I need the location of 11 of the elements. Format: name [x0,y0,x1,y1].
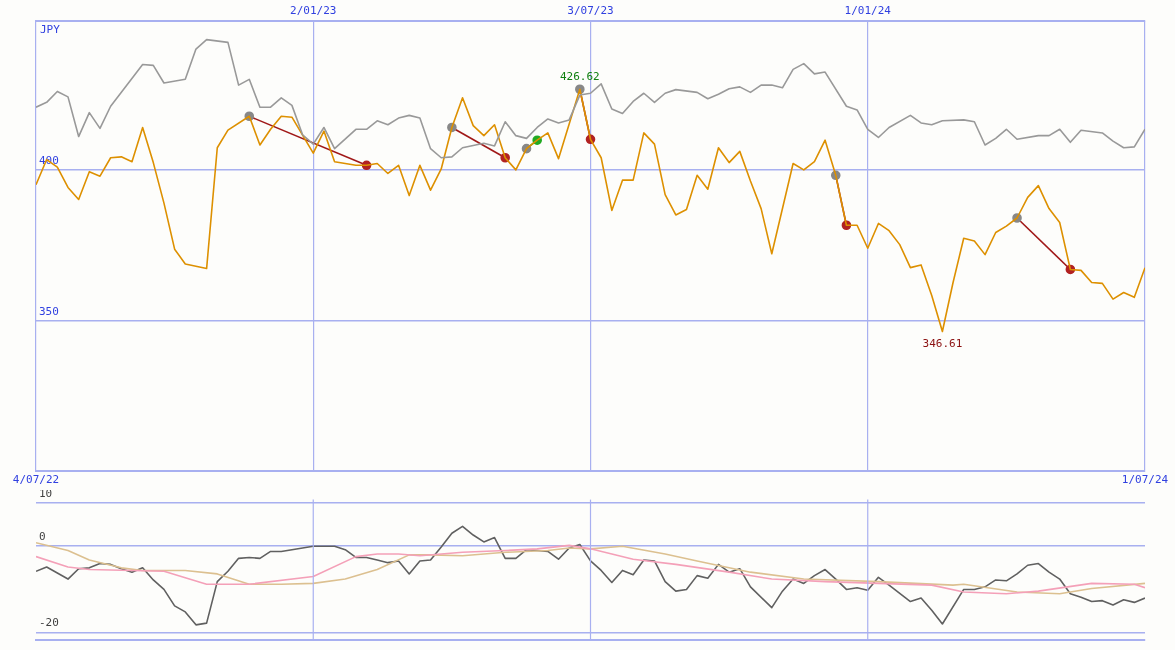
x2-tick-label: 1/01/24 [844,4,892,18]
annotation: 346.61 [922,337,963,351]
y-tick-label: -20 [39,616,59,630]
x2-tick-label: 2/01/23 [290,4,337,18]
y-tick-label: 350 [39,305,59,319]
x-tick-label: 4/07/22 [12,473,60,487]
x2-tick-label: 3/07/23 [567,4,614,18]
y-axis-title: JPY [40,23,61,37]
x-tick-label: 1/07/24 [1121,473,1169,487]
y-tick-label: 0 [39,530,46,544]
annotation: 426.62 [559,70,600,84]
